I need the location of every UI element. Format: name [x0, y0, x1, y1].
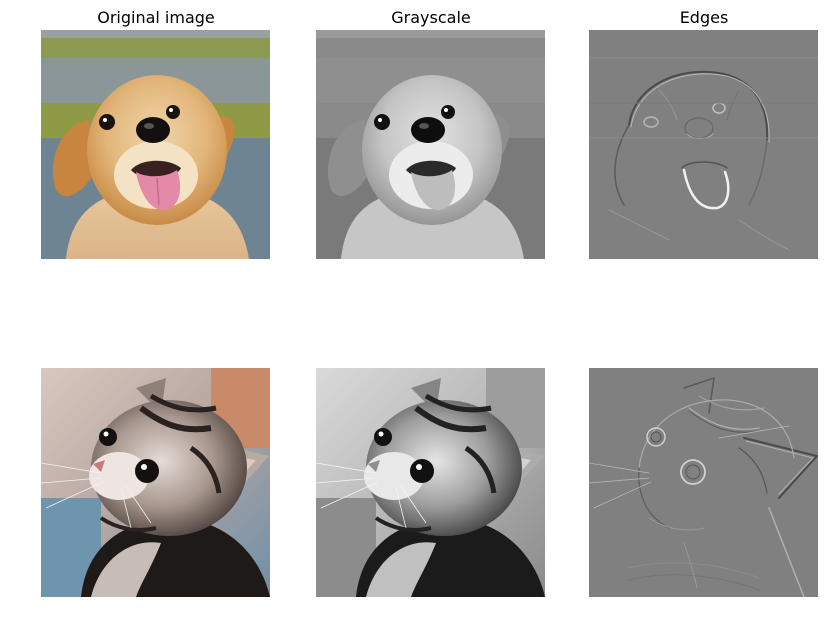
puppy-grayscale-image [316, 30, 545, 259]
title-grayscale: Grayscale [391, 8, 471, 27]
title-edges: Edges [679, 8, 729, 27]
puppy-original-image [41, 30, 270, 259]
puppy-edges-image [589, 30, 818, 259]
kitten-original-image [41, 368, 270, 597]
kitten-grayscale-image [316, 368, 545, 597]
kitten-edges-image [589, 368, 818, 597]
title-original: Original image [97, 8, 215, 27]
